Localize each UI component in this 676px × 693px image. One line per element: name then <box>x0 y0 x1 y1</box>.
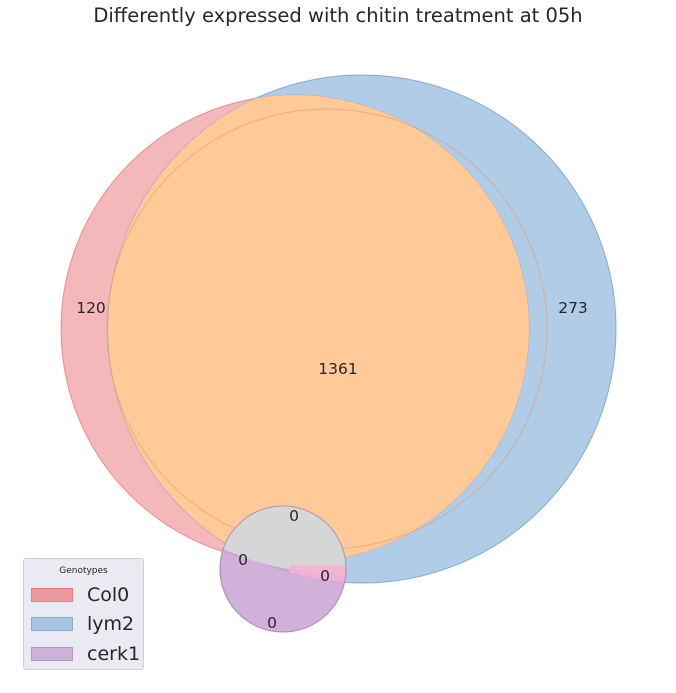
region-lym2-cerk1: 0 <box>320 567 330 585</box>
region-all-three: 0 <box>289 507 299 525</box>
legend-swatch-col0 <box>31 587 73 602</box>
region-col0-lym2: 1361 <box>318 360 357 378</box>
chart-title: Differently expressed with chitin treatm… <box>93 4 582 27</box>
legend-label: lym2 <box>87 613 135 636</box>
legend-item-lym2: lym2 <box>24 610 143 640</box>
region-lym2-only: 273 <box>558 299 588 317</box>
legend-item-col0: Col0 <box>24 580 143 610</box>
legend-label: Col0 <box>87 583 130 606</box>
region-col0-cerk1: 0 <box>238 551 248 569</box>
legend-swatch-lym2 <box>31 617 73 632</box>
region-col0-only: 120 <box>76 299 106 317</box>
cerk1-outline <box>219 505 347 633</box>
legend: Genotypes Col0 lym2 cerk1 <box>23 558 144 670</box>
legend-title: Genotypes <box>59 566 108 576</box>
legend-label: cerk1 <box>87 642 141 665</box>
region-cerk1-only: 0 <box>267 614 277 632</box>
legend-swatch-cerk1 <box>31 646 73 661</box>
col0-lym2-overlap <box>108 95 529 563</box>
legend-item-cerk1: cerk1 <box>24 639 143 669</box>
